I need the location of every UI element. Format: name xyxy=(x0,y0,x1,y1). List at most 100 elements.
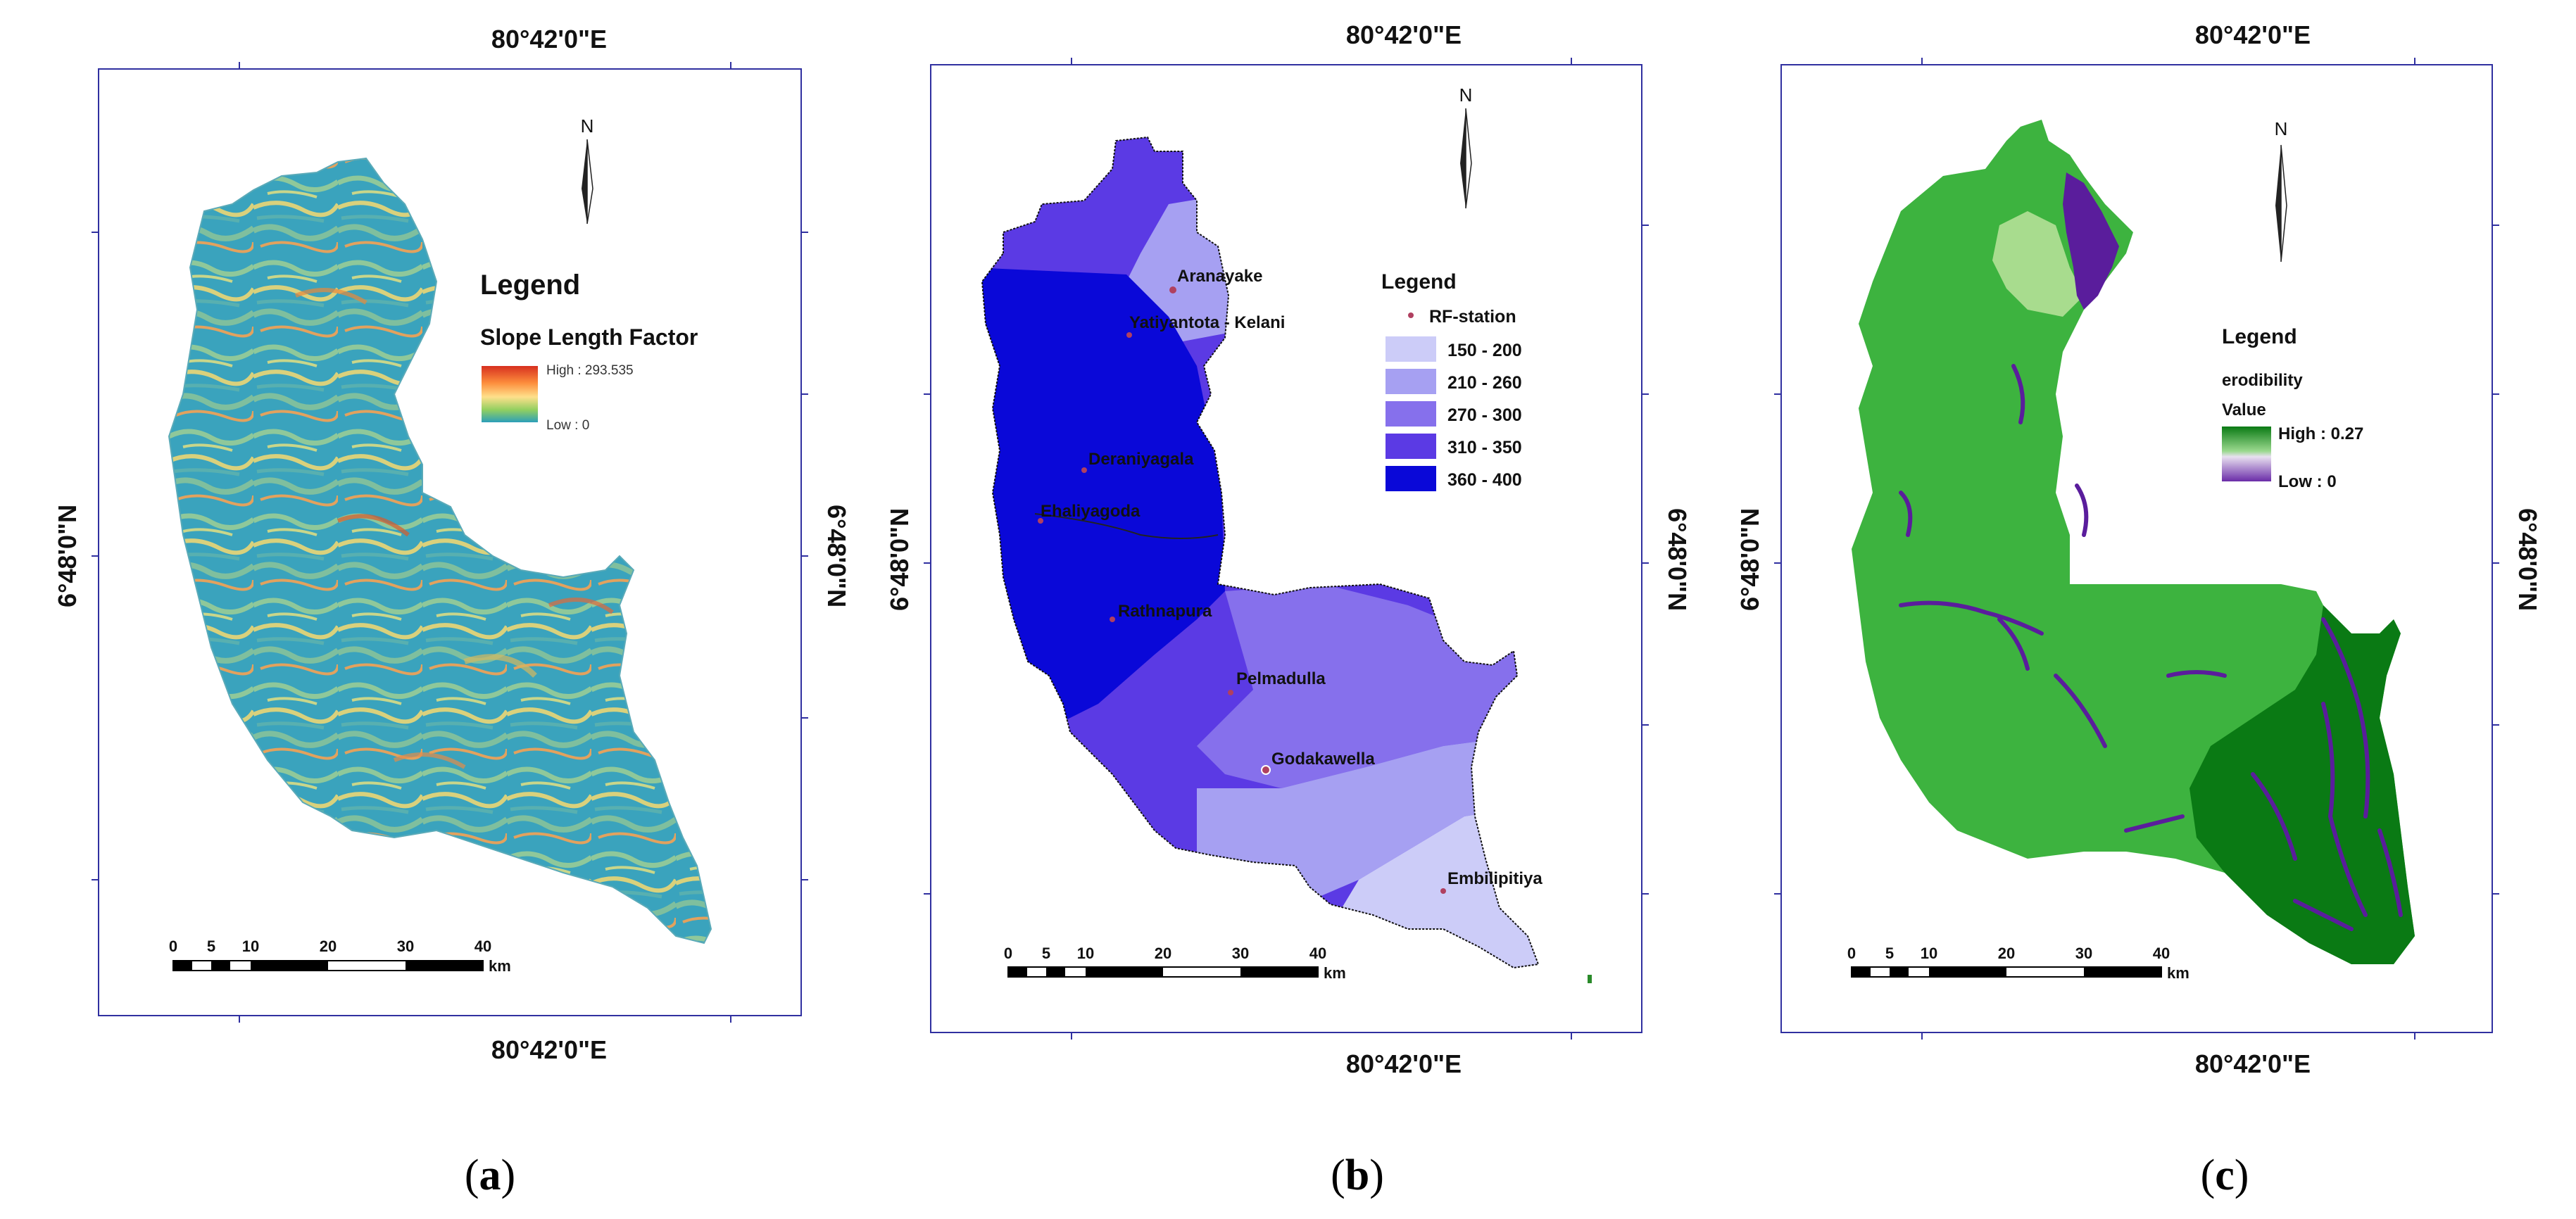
svg-text:20: 20 xyxy=(1155,945,1171,962)
legend-class-4: 360 - 400 xyxy=(1386,466,1522,491)
frame-ticks xyxy=(1774,58,2499,1040)
station-yatiyantota: Yatiyantota - Kelani xyxy=(1126,313,1285,338)
legend-c: Legend erodibility Value High : 0.27 Low… xyxy=(2222,325,2363,491)
svg-text:Rathnapura: Rathnapura xyxy=(1118,602,1212,621)
svg-text:Pelmadulla: Pelmadulla xyxy=(1236,669,1326,688)
scale-bar: 0 5 10 20 30 40 km xyxy=(1847,945,2189,982)
caption-b: (b) xyxy=(1331,1151,1384,1199)
legend-subtitle: Slope Length Factor xyxy=(480,324,698,350)
coord-left: 6°48'0"N xyxy=(53,505,82,607)
legend-ramp xyxy=(2222,427,2271,481)
svg-text:10: 10 xyxy=(1077,945,1094,962)
coord-left: 6°48'0"N xyxy=(885,508,914,611)
svg-text:210 - 260: 210 - 260 xyxy=(1447,373,1522,393)
svg-text:20: 20 xyxy=(320,937,337,955)
legend-value-label: Value xyxy=(2222,400,2266,419)
station-embilipitiya: Embilipitiya xyxy=(1440,869,1543,894)
scale-bar: 0 5 10 20 30 40 km xyxy=(1004,945,1346,982)
coord-top: 80°42'0"E xyxy=(1346,20,1462,49)
station-aranayake: Aranayake xyxy=(1169,267,1262,293)
erodibility-light-zone xyxy=(1992,211,2084,317)
legend-low: Low : 0 xyxy=(2278,472,2337,491)
legend-title: Legend xyxy=(1381,270,1457,293)
catchment-boundary xyxy=(981,136,1540,969)
legend-a: Legend Slope Length Factor High : 293.53… xyxy=(480,270,698,433)
svg-text:Ehaliyagoda: Ehaliyagoda xyxy=(1041,502,1141,521)
station-rathnapura: Rathnapura xyxy=(1110,602,1212,622)
slope-length-raster xyxy=(168,157,712,945)
station-pelmadulla: Pelmadulla xyxy=(1228,669,1326,695)
river-line xyxy=(1034,513,1219,539)
svg-text:Yatiyantota - Kelani: Yatiyantota - Kelani xyxy=(1129,313,1285,332)
coord-bottom: 80°42'0"E xyxy=(491,1035,607,1064)
north-arrow: N xyxy=(2275,118,2288,263)
slope-highlights xyxy=(294,288,614,769)
legend-high: High : 0.27 xyxy=(2278,424,2363,443)
svg-text:30: 30 xyxy=(397,937,414,955)
coord-right: 6°48'0"N xyxy=(1663,508,1692,611)
frame-ticks xyxy=(92,62,808,1023)
svg-text:Deraniyagala: Deraniyagala xyxy=(1088,450,1194,469)
svg-text:5: 5 xyxy=(1885,945,1894,962)
svg-text:0: 0 xyxy=(1004,945,1012,962)
station-ehaliyagoda: Ehaliyagoda xyxy=(1038,502,1141,524)
svg-text:Embilipitiya: Embilipitiya xyxy=(1447,869,1543,888)
caption-c: (c) xyxy=(2201,1151,2249,1199)
legend-high: High : 293.535 xyxy=(546,363,634,378)
svg-text:40: 40 xyxy=(475,937,491,955)
svg-text:150 - 200: 150 - 200 xyxy=(1447,341,1522,360)
svg-text:5: 5 xyxy=(207,937,215,955)
legend-class-2: 270 - 300 xyxy=(1386,401,1522,427)
svg-text:0: 0 xyxy=(1847,945,1856,962)
svg-text:40: 40 xyxy=(1309,945,1326,962)
scale-unit: km xyxy=(2167,964,2189,982)
legend-title: Legend xyxy=(2222,325,2297,348)
svg-text:360 - 400: 360 - 400 xyxy=(1447,470,1522,490)
scale-unit: km xyxy=(489,957,511,975)
svg-text:30: 30 xyxy=(1232,945,1249,962)
rf-stations: Aranayake Yatiyantota - Kelani Deraniyag… xyxy=(1038,267,1543,894)
caption-a: (a) xyxy=(465,1151,515,1199)
legend-class-0: 150 - 200 xyxy=(1386,336,1522,362)
north-label: N xyxy=(1459,84,1473,106)
north-label: N xyxy=(581,115,594,137)
scale-unit: km xyxy=(1324,964,1346,982)
coord-right: 6°48'0"N xyxy=(822,505,851,607)
erodibility-purple-streaks xyxy=(1899,364,2403,931)
coord-right: 6°48'0"N xyxy=(2513,508,2542,611)
svg-text:5: 5 xyxy=(1042,945,1050,962)
legend-low: Low : 0 xyxy=(546,418,589,433)
coord-top: 80°42'0"E xyxy=(2195,20,2311,49)
erodibility-purple-north xyxy=(2063,172,2119,310)
svg-text:Godakawella: Godakawella xyxy=(1271,750,1375,769)
svg-text:310 - 350: 310 - 350 xyxy=(1447,438,1522,457)
frame-ticks xyxy=(924,58,1649,1040)
legend-class-1: 210 - 260 xyxy=(1386,369,1522,394)
svg-text:270 - 300: 270 - 300 xyxy=(1447,405,1522,425)
svg-text:Aranayake: Aranayake xyxy=(1177,267,1262,286)
north-arrow: N xyxy=(581,115,594,225)
legend-b: Legend RF-station 150 - 200 210 - 260 27… xyxy=(1381,270,1522,491)
legend-class-3: 310 - 350 xyxy=(1386,434,1522,459)
erodibility-dark-zone xyxy=(2189,605,2415,964)
svg-text:10: 10 xyxy=(1921,945,1937,962)
station-godakawella: Godakawella xyxy=(1261,750,1375,775)
scale-bar: 0 5 10 20 30 40 km xyxy=(169,937,511,975)
north-arrow: N xyxy=(1459,84,1473,209)
panel-c: N Legend erodibility Value High : 0.27 L… xyxy=(1735,20,2542,1199)
legend-station: RF-station xyxy=(1429,307,1516,327)
station-deraniyagala: Deraniyagala xyxy=(1081,450,1194,473)
coord-bottom: 80°42'0"E xyxy=(1346,1049,1462,1078)
legend-subtitle: erodibility xyxy=(2222,371,2303,390)
svg-text:40: 40 xyxy=(2153,945,2170,962)
svg-text:10: 10 xyxy=(242,937,259,955)
north-label: N xyxy=(2275,118,2288,139)
panel-a: N Legend Slope Length Factor High : 293.… xyxy=(53,25,851,1199)
small-mark xyxy=(1588,975,1592,983)
coord-top: 80°42'0"E xyxy=(491,25,607,53)
legend-ramp xyxy=(482,366,538,422)
svg-text:0: 0 xyxy=(169,937,177,955)
svg-text:30: 30 xyxy=(2075,945,2092,962)
panel-b: Aranayake Yatiyantota - Kelani Deraniyag… xyxy=(885,20,1692,1199)
